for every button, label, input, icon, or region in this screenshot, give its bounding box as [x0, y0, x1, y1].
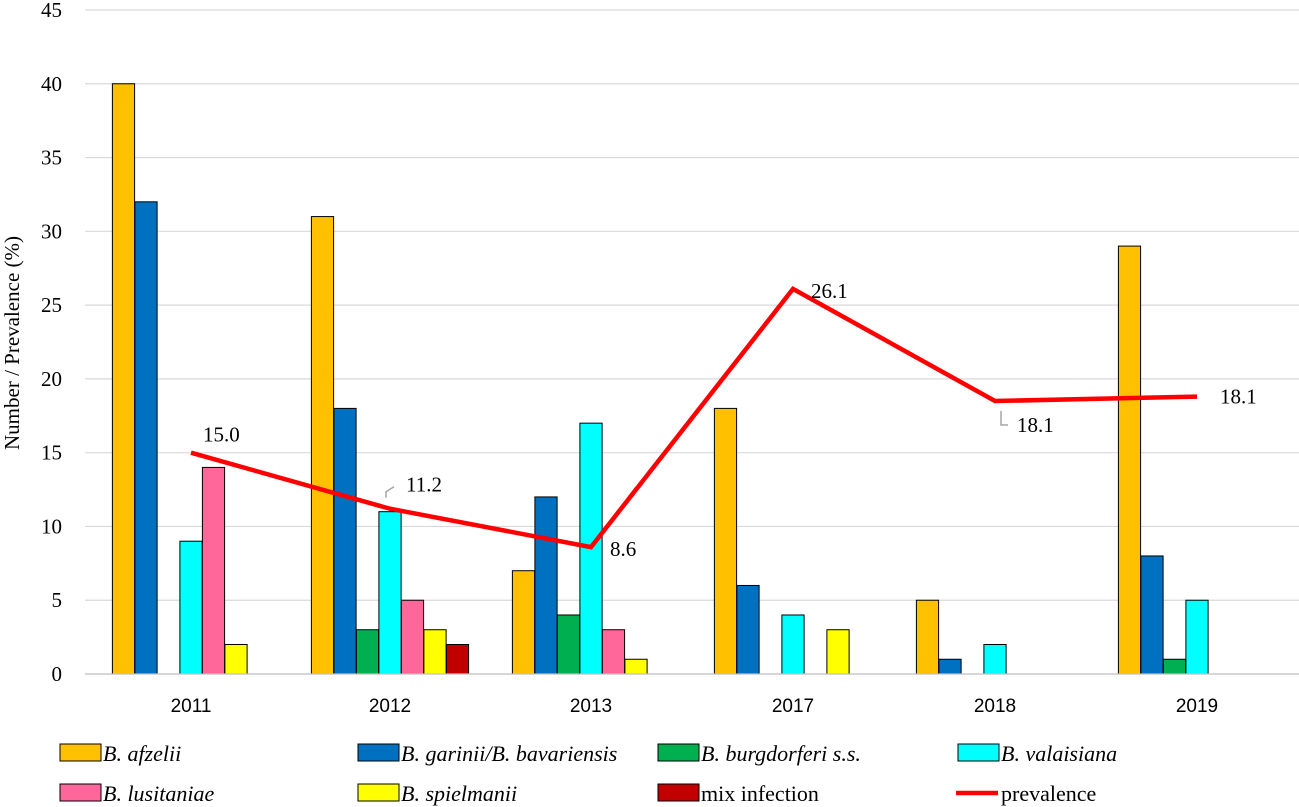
- legend-item: B. spielmanii: [357, 781, 517, 806]
- prevalence-data-label: 18.1: [1220, 385, 1257, 409]
- bar: [915, 599, 940, 675]
- legend-item: B. valaisiana: [957, 741, 1117, 766]
- bar: [826, 629, 850, 675]
- bar: [1185, 599, 1209, 675]
- legend-swatch: [357, 743, 400, 762]
- legend-label: B. valaisiana: [1001, 741, 1117, 766]
- legend-label: prevalence: [1001, 781, 1096, 806]
- x-tick-label: 2018: [974, 696, 1016, 717]
- bar: [938, 658, 962, 675]
- y-tick-label: 20: [41, 367, 62, 391]
- bar: [400, 599, 425, 675]
- bar: [1117, 245, 1142, 675]
- bar: [624, 658, 648, 675]
- y-tick-label: 15: [41, 441, 62, 465]
- label-leader-line: [385, 486, 395, 498]
- bar: [333, 407, 357, 675]
- legend-swatch: [357, 783, 400, 802]
- x-axis-ticks: 2011 2012 2013 2017 2018 2019: [171, 696, 1219, 717]
- y-tick-label: 5: [52, 588, 63, 612]
- legend-swatch: [957, 743, 1000, 762]
- prevalence-line: 15.0 11.2 8.6 26.1 18.1 18.1: [190, 279, 1257, 561]
- series-b-lusitaniae: [201, 466, 626, 675]
- legend-swatch: [657, 783, 700, 802]
- legend-label: B. spielmanii: [401, 781, 517, 806]
- series-b-garinii-b-bavariensis: [134, 201, 1164, 675]
- bar: [534, 496, 558, 675]
- bar: [179, 540, 203, 675]
- bar: [713, 407, 738, 675]
- grid-lines: [85, 9, 1299, 601]
- legend-label: B. garinii/B. bavariensis: [401, 741, 617, 766]
- bar: [445, 643, 470, 675]
- legend-label: B. afzelii: [103, 741, 181, 766]
- bar: [511, 570, 536, 675]
- legend: B. afzelii B. garinii/B. bavariensis B. bu…: [59, 741, 1117, 806]
- x-tick-label: 2017: [772, 696, 814, 717]
- legend-label: B. lusitaniae: [103, 781, 214, 806]
- legend-item: B. afzelii: [59, 741, 181, 766]
- y-tick-label: 30: [41, 219, 62, 243]
- bar: [224, 643, 248, 675]
- y-tick-label: 25: [41, 293, 62, 317]
- legend-item: B. garinii/B. bavariensis: [357, 741, 617, 766]
- legend-item: B. burgdorferi s.s.: [657, 741, 861, 766]
- bar: [983, 643, 1007, 675]
- prevalence-polyline: [190, 285, 1198, 550]
- prevalence-data-label: 15.0: [203, 423, 240, 447]
- legend-swatch: [59, 783, 102, 802]
- y-axis-title: Number / Prevalence (%): [0, 236, 24, 450]
- bar: [1140, 555, 1164, 675]
- legend-label: mix infection: [701, 781, 819, 806]
- x-tick-label: 2011: [171, 696, 212, 717]
- prevalence-data-label: 26.1: [811, 279, 848, 303]
- bar: [1162, 658, 1187, 675]
- y-tick-label: 0: [52, 662, 63, 686]
- series-b-burgdorferi-s-s-: [355, 614, 1187, 675]
- prevalence-data-label: 11.2: [406, 473, 442, 497]
- prevalence-data-label: 8.6: [610, 537, 636, 561]
- bar: [310, 216, 335, 675]
- bar: [423, 629, 447, 675]
- series-mix-infection: [445, 643, 470, 675]
- y-tick-label: 35: [41, 146, 62, 170]
- bar: [134, 201, 158, 675]
- y-tick-label: 40: [41, 72, 62, 96]
- x-tick-label: 2013: [570, 696, 612, 717]
- legend-label: B. burgdorferi s.s.: [701, 741, 861, 766]
- y-axis-ticks: 0 5 10 15 20 25 30 35 40 45: [41, 0, 62, 686]
- prevalence-data-label: 18.1: [1017, 413, 1054, 437]
- bar: [781, 614, 805, 675]
- legend-swatch: [657, 743, 700, 762]
- bar: [736, 584, 760, 675]
- series-b-spielmanii: [224, 629, 850, 675]
- bar: [355, 629, 380, 675]
- bar: [556, 614, 581, 675]
- bar: [111, 83, 136, 675]
- legend-item: prevalence: [956, 781, 1096, 806]
- label-leader-line: [1000, 411, 1008, 426]
- legend-item: mix infection: [657, 781, 819, 806]
- bar: [601, 629, 626, 675]
- bar: [201, 466, 226, 675]
- x-tick-label: 2019: [1176, 696, 1218, 717]
- x-tick-label: 2012: [369, 696, 411, 717]
- y-tick-label: 10: [41, 514, 62, 538]
- legend-swatch: [59, 743, 102, 762]
- legend-item: B. lusitaniae: [59, 781, 214, 806]
- bar: [378, 511, 402, 675]
- y-tick-label: 45: [41, 0, 62, 22]
